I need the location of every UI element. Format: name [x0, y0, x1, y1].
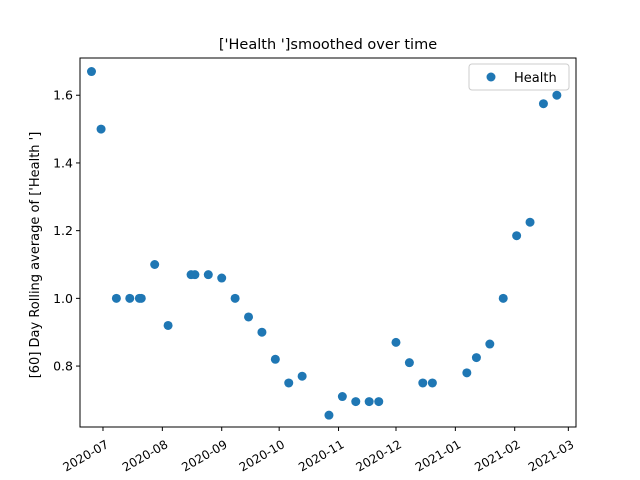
- data-point: [217, 273, 227, 283]
- data-point: [512, 231, 522, 241]
- data-point: [150, 260, 160, 269]
- data-point: [244, 312, 254, 322]
- data-point: [136, 293, 146, 303]
- data-point: [111, 293, 121, 303]
- data-point: [257, 327, 267, 337]
- y-tick-label: 1.2: [53, 223, 73, 238]
- data-point: [86, 67, 96, 77]
- data-point: [404, 358, 414, 368]
- data-point: [374, 397, 384, 407]
- data-point: [163, 320, 173, 330]
- data-point: [125, 293, 135, 303]
- y-tick-label: 1.4: [53, 155, 73, 170]
- data-point: [552, 90, 562, 100]
- data-point: [538, 99, 548, 109]
- legend-marker: [486, 72, 496, 82]
- data-point: [230, 293, 240, 303]
- data-point: [297, 371, 307, 381]
- data-point: [96, 124, 106, 134]
- y-axis: 0.8 1.0 1.2 1.4 1.6: [53, 88, 80, 374]
- data-point: [471, 353, 481, 363]
- data-point: [337, 392, 347, 402]
- y-tick-label: 1.6: [53, 88, 73, 103]
- y-axis-label: [60] Day Rolling average of ['Health ']: [28, 132, 43, 379]
- y-tick-label: 0.8: [53, 359, 73, 374]
- data-point: [203, 270, 213, 280]
- data-point: [391, 337, 401, 347]
- chart-title: ['Health ']smoothed over time: [219, 37, 437, 53]
- data-point: [324, 410, 334, 420]
- data-point: [427, 378, 437, 388]
- plot-area: [86, 67, 562, 420]
- data-point: [525, 217, 535, 227]
- data-point: [351, 397, 361, 407]
- data-point: [498, 293, 508, 303]
- legend-label: Health: [514, 71, 557, 86]
- data-point: [364, 397, 374, 407]
- legend: Health: [468, 63, 570, 91]
- data-point: [270, 354, 280, 364]
- plot-frame: [79, 57, 577, 428]
- data-point: [485, 339, 495, 349]
- legend-box: [468, 63, 570, 91]
- data-point: [462, 368, 472, 378]
- data-point: [284, 378, 294, 388]
- y-tick-label: 1.0: [53, 291, 73, 306]
- data-point: [418, 378, 428, 388]
- data-point: [190, 270, 200, 280]
